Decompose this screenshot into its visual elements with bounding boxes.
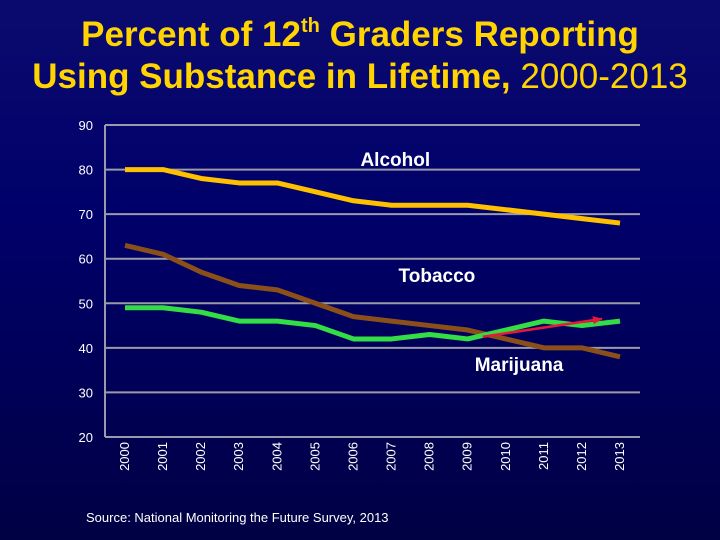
annotation-tobacco: Tobacco <box>399 266 476 287</box>
x-tick-label: 2000 <box>117 442 132 471</box>
series-line-tobacco <box>124 242 621 360</box>
chart-title: Percent of 12th Graders Reporting Using … <box>0 14 720 98</box>
x-tick-label: 2003 <box>231 442 246 471</box>
x-tick-label: 2004 <box>269 442 284 471</box>
title-line-1: Percent of 12th Graders Reporting <box>81 15 639 54</box>
y-tick-label: 50 <box>79 296 93 311</box>
annotation-marijuana: Marijuana <box>475 355 564 376</box>
y-tick-label: 30 <box>79 385 93 400</box>
x-tick-label: 2005 <box>307 442 322 471</box>
x-tick-label: 2001 <box>155 442 170 471</box>
y-tick-label: 60 <box>79 252 93 267</box>
trend-arrow <box>482 316 603 338</box>
title-line-2: Using Substance in Lifetime, 2000-2013 <box>32 57 688 96</box>
x-tick-label: 2011 <box>536 442 551 470</box>
series-line-alcohol <box>125 167 621 226</box>
x-tick-label: 2010 <box>498 442 513 471</box>
x-tick-label: 2002 <box>193 442 208 471</box>
x-tick-label: 2006 <box>345 442 360 471</box>
series-line-marijuana <box>125 305 621 342</box>
y-tick-label: 80 <box>79 163 93 178</box>
x-tick-label: 2009 <box>460 442 475 471</box>
source-note: Source: National Monitoring the Future S… <box>86 510 389 525</box>
y-tick-label: 20 <box>79 430 93 445</box>
x-tick-label: 2008 <box>422 442 437 471</box>
y-tick-label: 40 <box>79 341 93 356</box>
annotation-alcohol: Alcohol <box>360 150 430 171</box>
x-tick-label: 2012 <box>574 442 589 471</box>
x-tick-label: 2013 <box>612 442 627 471</box>
y-tick-label: 70 <box>79 207 93 222</box>
x-tick-label: 2007 <box>384 442 399 471</box>
y-tick-label: 90 <box>79 118 93 133</box>
